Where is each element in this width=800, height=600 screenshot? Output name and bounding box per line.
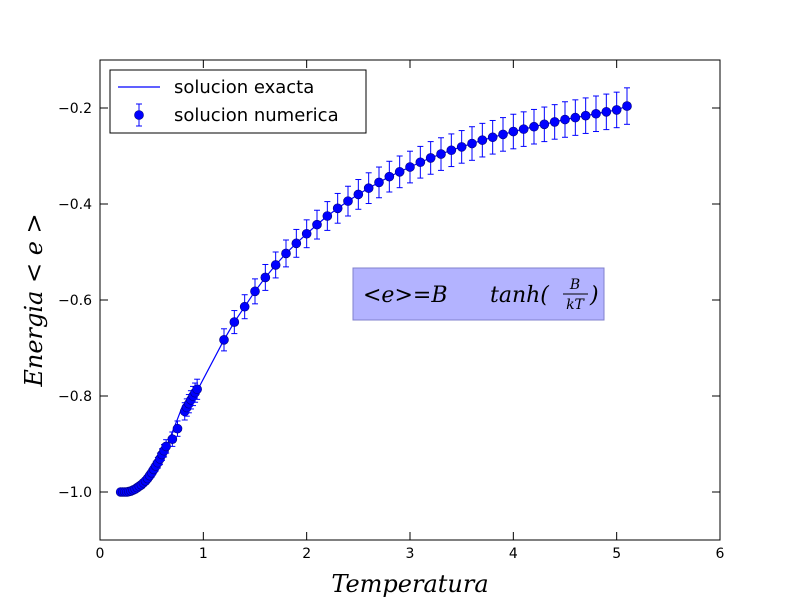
legend-box (109, 69, 367, 134)
legend-label-exacta: solucion exacta (174, 77, 314, 98)
data-point (250, 286, 260, 297)
data-point (570, 112, 581, 123)
data-point (601, 107, 612, 117)
legend-label-numerica: solucion numerica (174, 105, 339, 126)
x-tick-label: 4 (509, 546, 518, 562)
x-axis-title: Temperatura (331, 570, 488, 598)
data-point (384, 171, 395, 182)
formula-suffix: ) (589, 283, 599, 308)
legend: solucion exacta solucion numerica (109, 69, 367, 134)
data-point (270, 260, 281, 270)
data-point (291, 238, 302, 249)
y-tick-label: −0.8 (58, 389, 92, 405)
data-point (219, 335, 229, 345)
formula-func: tanh( (490, 283, 549, 308)
data-point (425, 153, 436, 163)
data-point (239, 301, 250, 312)
data-point (260, 272, 271, 283)
data-point (301, 228, 312, 239)
data-point (487, 132, 498, 143)
data-point (591, 108, 601, 119)
data-point (580, 110, 591, 121)
data-point (192, 384, 202, 395)
data-point (446, 145, 457, 156)
x-tick-label: 3 (406, 546, 415, 562)
data-point (363, 183, 374, 193)
data-point (229, 317, 240, 327)
x-tick-label: 2 (302, 546, 311, 562)
data-point (467, 138, 477, 149)
data-point (560, 114, 570, 125)
y-axis: −1.0 −0.8 −0.6 −0.4 −0.2 (58, 101, 720, 501)
data-point (456, 142, 467, 152)
data-point (415, 157, 426, 168)
data-point (405, 162, 415, 172)
x-tick-label: 6 (716, 546, 725, 562)
data-point (172, 423, 183, 434)
data-point (539, 119, 550, 130)
data-point (498, 129, 508, 140)
formula-denominator: kT (566, 297, 585, 313)
data-point (508, 126, 519, 137)
data-point (518, 124, 529, 134)
data-point (161, 441, 171, 452)
y-axis-title: Energia < e > (20, 213, 48, 387)
x-axis: 0 1 2 3 4 5 6 (96, 60, 725, 562)
data-point (312, 219, 322, 230)
plot-area (115, 87, 632, 497)
x-tick-label: 5 (612, 546, 621, 562)
formula-numerator: B (569, 277, 580, 293)
data-point (622, 101, 632, 111)
data-point (436, 149, 446, 159)
data-point (353, 189, 364, 200)
formula-box (352, 267, 605, 321)
data-point (549, 117, 560, 127)
x-tick-label: 1 (199, 546, 208, 562)
data-point (322, 211, 333, 221)
data-point (374, 177, 384, 188)
y-tick-label: −0.6 (58, 293, 92, 309)
data-point (343, 196, 353, 206)
data-point (167, 434, 178, 445)
y-tick-label: −0.2 (58, 101, 92, 117)
data-point (611, 105, 622, 115)
data-point (281, 248, 291, 259)
data-point (394, 167, 405, 177)
data-point (332, 203, 343, 214)
formula-prefix: <e>=B (363, 283, 448, 308)
data-point (477, 135, 488, 145)
legend-point-marker (134, 110, 144, 120)
data-point (529, 121, 539, 132)
y-tick-label: −0.4 (58, 197, 92, 213)
formula-annotation: <e>=B tanh( B kT ) (352, 267, 605, 321)
x-tick-label: 0 (96, 546, 105, 562)
y-tick-label: −1.0 (58, 485, 92, 501)
